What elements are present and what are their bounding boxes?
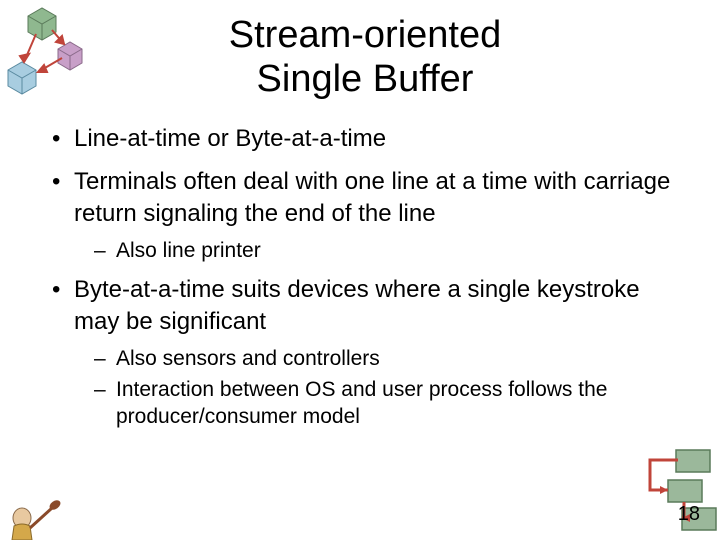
bullet-2-sub-1: Also line printer (94, 237, 680, 264)
bullet-3-text: Byte-at-a-time suits devices where a sin… (74, 276, 640, 335)
bullet-3: Byte-at-a-time suits devices where a sin… (50, 274, 680, 431)
decoration-bottom-left (0, 480, 80, 540)
bullet-3-sub-2: Interaction between OS and user process … (94, 376, 680, 431)
slide-title: Stream-oriented Single Buffer (50, 14, 680, 101)
bullet-1-text: Line-at-time or Byte-at-a-time (74, 125, 386, 152)
slide: Stream-oriented Single Buffer Line-at-ti… (0, 0, 720, 540)
bullet-1: Line-at-time or Byte-at-a-time (50, 123, 680, 155)
bullet-2: Terminals often deal with one line at a … (50, 166, 680, 264)
bullet-2-sub-1-text: Also line printer (116, 239, 261, 262)
page-number: 18 (678, 503, 700, 526)
bullet-3-sub-1-text: Also sensors and controllers (116, 347, 380, 370)
title-line-1: Stream-oriented (229, 14, 501, 56)
bullet-3-sub-1: Also sensors and controllers (94, 345, 680, 372)
slide-content: Line-at-time or Byte-at-a-time Terminals… (50, 123, 680, 430)
bullet-3-sub-2-text: Interaction between OS and user process … (116, 378, 607, 428)
title-line-2: Single Buffer (257, 58, 474, 100)
bullet-2-text: Terminals often deal with one line at a … (74, 168, 670, 227)
